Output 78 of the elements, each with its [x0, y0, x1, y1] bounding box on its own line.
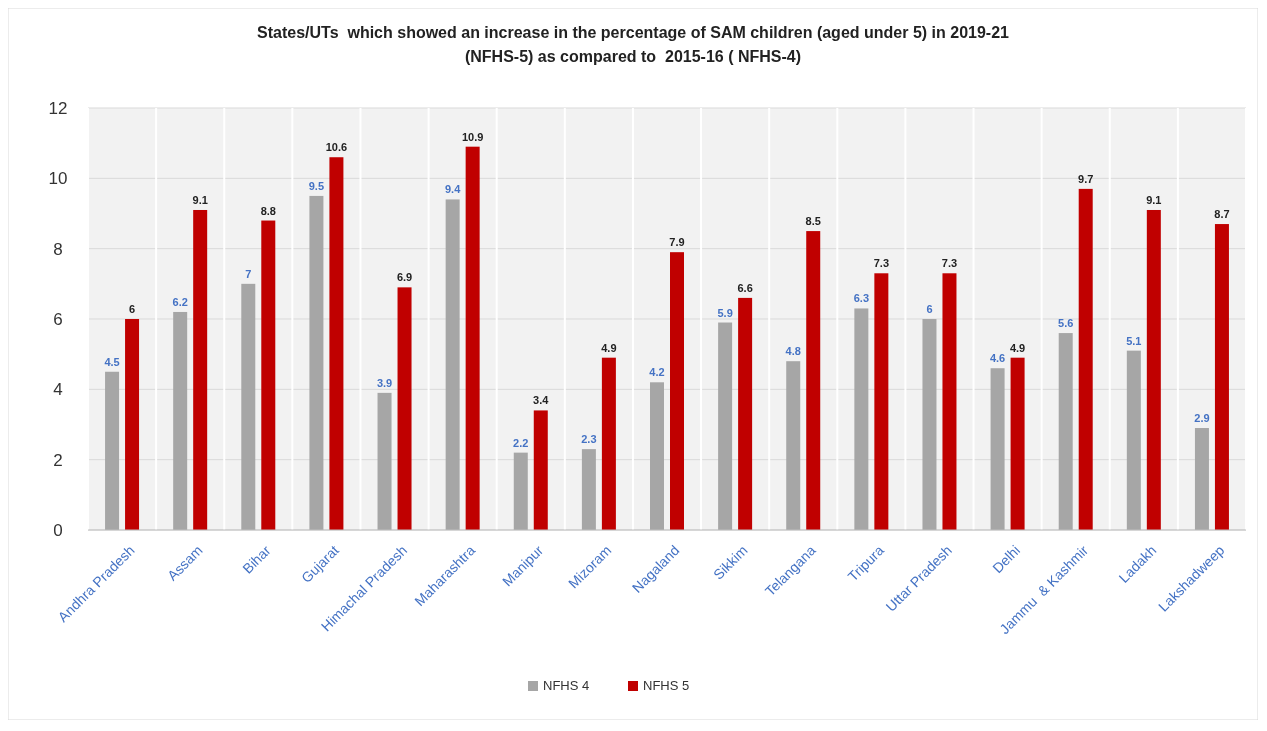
y-tick-label: 8: [53, 239, 63, 259]
data-label: 7.3: [941, 257, 958, 270]
data-label: 9.7: [1078, 172, 1094, 185]
data-label: 2.2: [513, 436, 529, 449]
data-label: 4.2: [649, 366, 665, 379]
bar: [465, 146, 480, 530]
y-tick-label: 6: [53, 310, 63, 329]
bar: [874, 273, 889, 530]
bar: [650, 382, 664, 530]
bar: [718, 322, 733, 530]
data-label: 6.9: [396, 271, 413, 284]
bar: [581, 449, 596, 530]
bar: [1010, 357, 1025, 530]
data-label: 4.5: [104, 355, 120, 368]
bar: [601, 357, 616, 530]
bar: [309, 195, 324, 530]
data-label: 7: [245, 267, 252, 280]
bar: [1214, 224, 1229, 530]
bar: [922, 319, 937, 530]
bar: [125, 319, 140, 530]
y-tick-label: 0: [53, 521, 63, 540]
data-label: 8.8: [260, 204, 276, 217]
bar: [533, 410, 548, 530]
legend-label: NFHS 4: [543, 678, 590, 693]
data-label: 3.9: [376, 376, 393, 389]
bar: [445, 199, 460, 530]
data-label: 5.1: [1126, 334, 1142, 347]
data-label: 4.8: [785, 345, 801, 358]
data-label: 10.6: [325, 141, 348, 154]
data-label: 4.9: [1009, 341, 1026, 354]
bar: [193, 209, 208, 530]
bar: [990, 368, 1005, 530]
bar: [329, 157, 344, 530]
data-label: 6.2: [172, 295, 188, 308]
bar: [397, 287, 412, 530]
data-label: 9.4: [445, 183, 462, 196]
data-label: 2.3: [581, 433, 597, 446]
data-label: 5.6: [1058, 317, 1074, 330]
bar: [261, 220, 276, 530]
y-tick-label: 4: [53, 380, 63, 400]
data-label: 8.5: [805, 215, 821, 228]
bar: [942, 273, 957, 530]
bar: [241, 283, 256, 530]
data-label: 2.9: [1194, 412, 1210, 425]
data-label: 6.3: [853, 292, 869, 305]
legend-label: NFHS 5: [643, 678, 690, 693]
data-label: 3.4: [533, 394, 550, 407]
y-tick-label: 10: [48, 169, 68, 189]
bar: [1194, 428, 1209, 530]
y-tick-label: 12: [48, 99, 68, 118]
data-label: 7.9: [669, 236, 685, 249]
data-label: 4.9: [601, 341, 617, 354]
data-label: 4.6: [989, 352, 1006, 365]
data-label: 7.3: [873, 257, 889, 270]
data-label: 5.9: [717, 306, 733, 319]
bar: [1126, 350, 1141, 530]
data-label: 9.5: [308, 179, 325, 192]
data-label: 6: [926, 303, 933, 315]
bar: [806, 231, 821, 530]
bar: [1146, 209, 1161, 530]
y-tick-label: 2: [53, 450, 63, 470]
bar: [377, 392, 392, 530]
chart-title: States/UTs which showed an increase in the percentage of SAM children (aged under 5) in 2019-21 (NFHS-5) as compared to 2015-16 ( NFHS-4): [257, 24, 1010, 65]
bar: [1058, 333, 1073, 530]
data-label: 9.1: [192, 193, 208, 206]
bar: [738, 297, 753, 530]
data-label: 6: [129, 303, 136, 315]
bar: [1078, 188, 1093, 530]
bar: [173, 311, 188, 530]
data-label: 6.6: [737, 281, 753, 294]
data-label: 10.9: [461, 130, 484, 143]
bar: [786, 361, 801, 530]
data-label: 9.1: [1146, 193, 1162, 206]
data-label: 8.7: [1214, 208, 1230, 221]
bar: [105, 371, 120, 530]
bar: [854, 308, 869, 530]
bar: [670, 252, 684, 530]
bar: [513, 452, 528, 530]
